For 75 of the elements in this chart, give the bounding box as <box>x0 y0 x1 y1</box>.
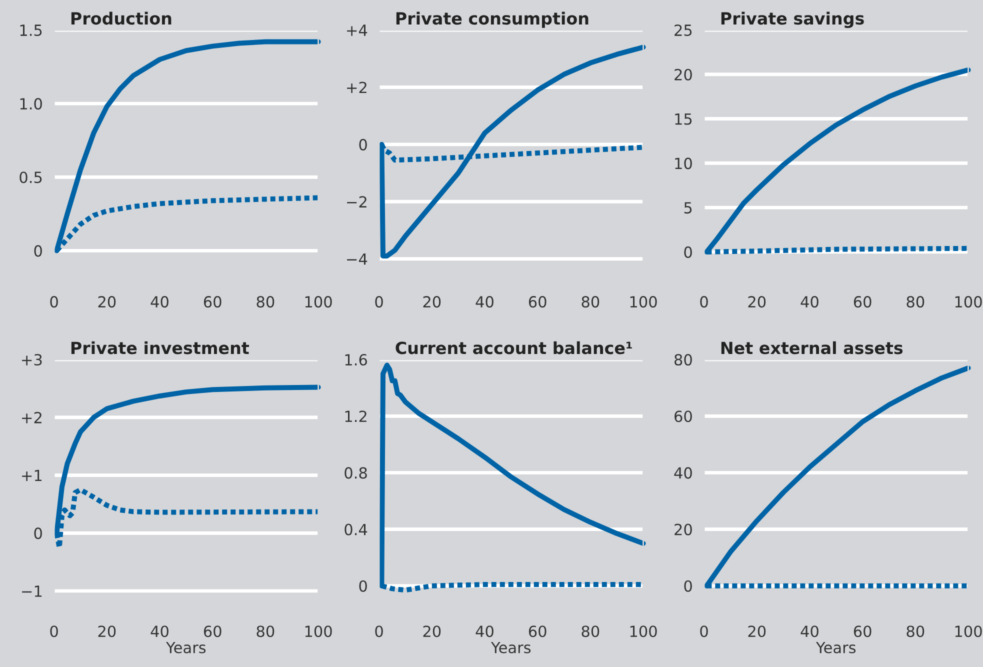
x-tick-label: 0 <box>50 296 58 308</box>
x-tick-label: 20 <box>748 296 766 308</box>
x-tick-label: 20 <box>423 296 441 308</box>
x-tick-label: 80 <box>256 296 274 308</box>
y-tick-label: −2 <box>347 196 366 208</box>
x-tick-label: 80 <box>906 296 924 308</box>
y-tick-label: 80 <box>674 354 692 366</box>
x-tick-label: 80 <box>582 626 600 638</box>
x-tick-label: 100 <box>630 296 657 308</box>
x-tick-label: 0 <box>375 626 383 638</box>
x-tick-label: 100 <box>630 626 657 638</box>
y-tick-label: −4 <box>347 254 368 265</box>
x-tick-label: 0 <box>50 626 58 638</box>
x-tick-label: 40 <box>476 626 494 638</box>
y-tick-label: 15 <box>675 113 692 125</box>
y-tick-label: −1 <box>22 586 42 597</box>
x-tick-label: 60 <box>528 626 546 638</box>
y-tick-label: +3 <box>22 354 42 366</box>
y-tick-label: 25 <box>674 24 692 36</box>
y-tick-label: 0 <box>684 246 692 258</box>
x-tick-label: 20 <box>98 626 116 638</box>
y-tick-label: 0 <box>34 245 42 257</box>
x-tick-label: 60 <box>854 296 872 308</box>
x-tick-label: 100 <box>305 296 332 308</box>
x-axis-title: Years <box>490 642 531 654</box>
y-tick-label: 0 <box>684 580 692 592</box>
x-tick-label: 60 <box>204 296 222 308</box>
y-tick-label: +4 <box>347 24 368 36</box>
x-tick-label: 0 <box>700 296 708 308</box>
y-tick-label: 60 <box>674 410 692 422</box>
x-tick-label: 80 <box>906 626 924 638</box>
x-tick-label: 40 <box>800 296 818 308</box>
x-tick-label: 60 <box>528 296 546 308</box>
y-tick-label: +2 <box>347 82 366 94</box>
y-tick-label: 1.5 <box>20 24 42 36</box>
chart-title: Private investment <box>71 341 250 354</box>
x-tick-label: 20 <box>423 626 441 638</box>
x-tick-label: 100 <box>955 626 982 638</box>
x-tick-label: 80 <box>256 626 274 638</box>
x-tick-label: 20 <box>748 626 766 638</box>
x-tick-label: 0 <box>375 296 383 308</box>
x-tick-label: 100 <box>305 626 332 638</box>
x-tick-label: 40 <box>150 296 168 308</box>
x-tick-label: 40 <box>150 626 168 638</box>
y-tick-label: 1.6 <box>345 354 367 366</box>
y-tick-label: 0 <box>359 138 367 150</box>
x-axis-title: Years <box>816 642 856 654</box>
y-tick-label: 0 <box>34 528 42 540</box>
x-tick-label: 0 <box>700 626 708 638</box>
y-tick-label: 0.4 <box>344 524 368 536</box>
y-tick-label: 1.0 <box>20 98 42 110</box>
y-tick-label: 20 <box>674 524 692 536</box>
y-tick-label: 10 <box>675 158 692 170</box>
x-tick-label: 40 <box>800 626 818 638</box>
chart-title: Private consumption <box>396 12 588 28</box>
x-tick-label: 100 <box>955 296 982 308</box>
y-tick-label: 0 <box>359 580 367 592</box>
chart-title: Net external assets <box>721 341 903 354</box>
y-tick-label: 20 <box>674 68 692 80</box>
x-tick-label: 20 <box>98 296 116 308</box>
x-tick-label: 60 <box>204 626 222 638</box>
y-tick-label: 0.5 <box>20 172 42 184</box>
x-tick-label: 60 <box>854 626 872 638</box>
x-axis-title: Years <box>166 642 206 654</box>
x-tick-label: 40 <box>476 296 494 308</box>
y-tick-label: 1.2 <box>345 410 366 422</box>
y-tick-label: 5 <box>684 202 692 214</box>
y-tick-label: +2 <box>22 412 42 424</box>
chart-title: Private savings <box>721 12 864 28</box>
chart-title: Production <box>71 12 172 25</box>
x-tick-label: 80 <box>582 296 600 308</box>
chart-title: Current account balance¹ <box>396 341 632 354</box>
y-tick-label: +1 <box>22 470 42 482</box>
y-tick-label: 40 <box>674 467 692 479</box>
y-tick-label: 0.8 <box>344 467 367 479</box>
